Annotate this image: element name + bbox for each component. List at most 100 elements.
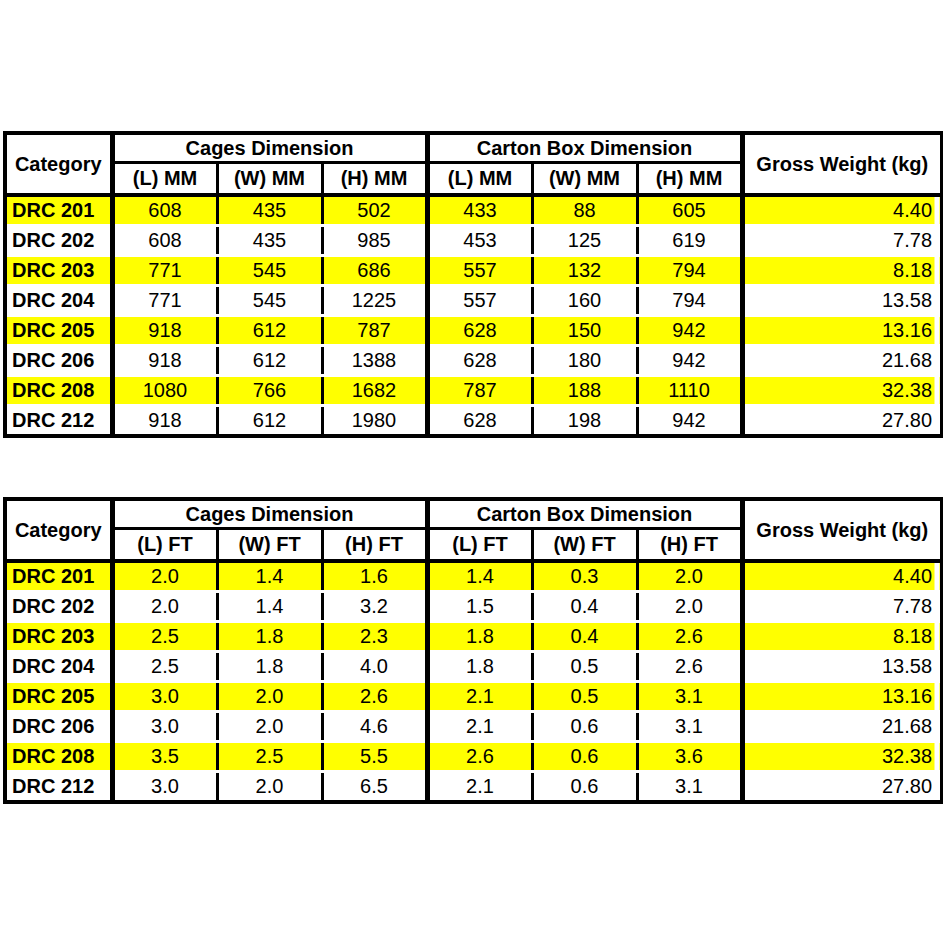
weight-cell: 7.78 — [742, 592, 942, 622]
table-row: DRC 2022.01.43.21.50.42.07.78 — [5, 592, 942, 622]
category-cell: DRC 205 — [5, 316, 112, 346]
dimensions-table-mm: Category Cages Dimension Carton Box Dime… — [3, 131, 943, 438]
dimension-cell: 686 — [322, 256, 427, 286]
cages-width-header: (W) FT — [217, 529, 322, 562]
carton-width-header: (W) MM — [532, 163, 637, 196]
category-cell: DRC 201 — [5, 561, 112, 592]
dimension-cell: 942 — [637, 346, 742, 376]
weight-cell: 8.18 — [742, 256, 942, 286]
dimension-cell: 608 — [112, 195, 217, 226]
dimension-cell: 557 — [427, 286, 532, 316]
dimension-cell: 1980 — [322, 406, 427, 437]
dimension-cell: 2.5 — [112, 622, 217, 652]
dimension-cell: 132 — [532, 256, 637, 286]
dimension-cell: 3.1 — [637, 712, 742, 742]
table-row: DRC 2063.02.04.62.10.63.121.68 — [5, 712, 942, 742]
dimension-cell: 605 — [637, 195, 742, 226]
dimension-cell: 2.3 — [322, 622, 427, 652]
category-cell: DRC 203 — [5, 256, 112, 286]
dimension-cell: 0.6 — [532, 772, 637, 803]
dimension-cell: 1110 — [637, 376, 742, 406]
dimension-cell: 453 — [427, 226, 532, 256]
dimension-cell: 198 — [532, 406, 637, 437]
table-row: DRC 2032.51.82.31.80.42.68.18 — [5, 622, 942, 652]
dimension-cell: 0.4 — [532, 622, 637, 652]
category-cell: DRC 202 — [5, 592, 112, 622]
weight-cell: 32.38 — [742, 742, 942, 772]
dimension-cell: 0.5 — [532, 652, 637, 682]
category-cell: DRC 208 — [5, 376, 112, 406]
cages-height-header: (H) MM — [322, 163, 427, 196]
category-header: Category — [5, 133, 112, 195]
dimension-cell: 2.6 — [637, 652, 742, 682]
table-row: DRC 2042.51.84.01.80.52.613.58 — [5, 652, 942, 682]
weight-cell: 27.80 — [742, 772, 942, 803]
dimension-cell: 1080 — [112, 376, 217, 406]
dimension-cell: 628 — [427, 316, 532, 346]
category-cell: DRC 212 — [5, 772, 112, 803]
dimension-cell: 787 — [322, 316, 427, 346]
dimension-cell: 771 — [112, 256, 217, 286]
table-row: DRC 2053.02.02.62.10.53.113.16 — [5, 682, 942, 712]
weight-cell: 13.58 — [742, 652, 942, 682]
dimension-cell: 619 — [637, 226, 742, 256]
dimension-cell: 918 — [112, 316, 217, 346]
dimension-cell: 787 — [427, 376, 532, 406]
dimension-cell: 0.6 — [532, 742, 637, 772]
dimension-cell: 794 — [637, 286, 742, 316]
category-cell: DRC 203 — [5, 622, 112, 652]
dimension-cell: 2.5 — [112, 652, 217, 682]
dimension-cell: 918 — [112, 406, 217, 437]
dimension-cell: 3.5 — [112, 742, 217, 772]
weight-cell: 7.78 — [742, 226, 942, 256]
weight-cell: 4.40 — [742, 561, 942, 592]
dimensions-table-ft: Category Cages Dimension Carton Box Dime… — [3, 497, 943, 804]
weight-cell: 13.16 — [742, 316, 942, 346]
dimension-cell: 2.0 — [217, 682, 322, 712]
dimension-cell: 545 — [217, 256, 322, 286]
weight-cell: 8.18 — [742, 622, 942, 652]
dimension-cell: 2.1 — [427, 682, 532, 712]
category-cell: DRC 204 — [5, 652, 112, 682]
dimension-cell: 608 — [112, 226, 217, 256]
dimension-cell: 1.6 — [322, 561, 427, 592]
dimension-cell: 1225 — [322, 286, 427, 316]
category-cell: DRC 202 — [5, 226, 112, 256]
dimension-cell: 1.8 — [427, 652, 532, 682]
dimension-cell: 0.4 — [532, 592, 637, 622]
dimension-cell: 188 — [532, 376, 637, 406]
dimension-cell: 3.1 — [637, 682, 742, 712]
dimension-cell: 2.6 — [322, 682, 427, 712]
category-cell: DRC 201 — [5, 195, 112, 226]
dimension-cell: 0.3 — [532, 561, 637, 592]
dimension-cell: 0.5 — [532, 682, 637, 712]
weight-cell: 13.16 — [742, 682, 942, 712]
dimension-cell: 771 — [112, 286, 217, 316]
carton-length-header: (L) FT — [427, 529, 532, 562]
spec-sheet-page: Category Cages Dimension Carton Box Dime… — [0, 0, 943, 943]
dimension-cell: 545 — [217, 286, 322, 316]
cages-height-header: (H) FT — [322, 529, 427, 562]
dimension-cell: 433 — [427, 195, 532, 226]
table-row: DRC 201608435502433886054.40 — [5, 195, 942, 226]
cages-width-header: (W) MM — [217, 163, 322, 196]
table-row: DRC 2083.52.55.52.60.63.632.38 — [5, 742, 942, 772]
dimension-cell: 88 — [532, 195, 637, 226]
dimension-cell: 612 — [217, 346, 322, 376]
carton-box-dimension-header: Carton Box Dimension — [427, 499, 742, 529]
dimension-cell: 3.0 — [112, 772, 217, 803]
weight-cell: 32.38 — [742, 376, 942, 406]
gross-weight-header: Gross Weight (kg) — [742, 499, 942, 561]
dimension-cell: 1.5 — [427, 592, 532, 622]
table-row: DRC 204771545122555716079413.58 — [5, 286, 942, 316]
dimension-cell: 1388 — [322, 346, 427, 376]
dimension-cell: 1.8 — [217, 652, 322, 682]
dimension-cell: 612 — [217, 316, 322, 346]
dimension-cell: 2.6 — [637, 622, 742, 652]
category-cell: DRC 206 — [5, 712, 112, 742]
dimension-cell: 1682 — [322, 376, 427, 406]
category-header: Category — [5, 499, 112, 561]
table-row: DRC 2123.02.06.52.10.63.127.80 — [5, 772, 942, 803]
dimension-cell: 2.6 — [427, 742, 532, 772]
dimension-cell: 612 — [217, 406, 322, 437]
